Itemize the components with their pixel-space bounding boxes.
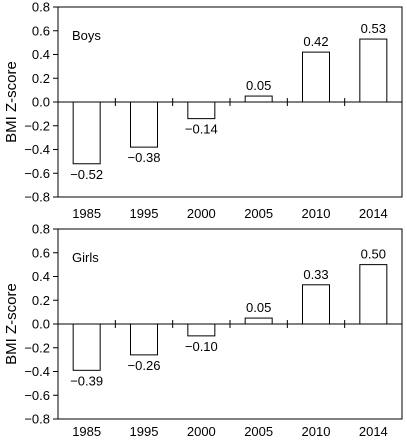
bar-1995 bbox=[130, 101, 158, 148]
y-axis-label: BMI Z-score bbox=[3, 61, 20, 143]
y-tick-label: 0.0 bbox=[32, 95, 50, 110]
y-tick-label: −0.4 bbox=[24, 142, 50, 157]
bar-1985 bbox=[72, 101, 101, 165]
x-tick-label: 2014 bbox=[359, 424, 388, 439]
x-tick-label: 2014 bbox=[359, 206, 388, 221]
bar-2014 bbox=[359, 264, 388, 325]
x-tick-label: 1985 bbox=[72, 206, 101, 221]
y-tick-label: 0.2 bbox=[32, 293, 50, 308]
bar-2010 bbox=[302, 51, 330, 103]
y-tick-label: −0.2 bbox=[24, 118, 50, 133]
y-tick-label: 0.8 bbox=[32, 0, 50, 15]
y-tick-label: 0.2 bbox=[32, 71, 50, 86]
bar-1995 bbox=[130, 323, 158, 356]
y-tick-label: 0.8 bbox=[32, 222, 50, 237]
x-tick-label: 2005 bbox=[244, 206, 273, 221]
x-tick-label: 2010 bbox=[302, 424, 331, 439]
data-label: 0.53 bbox=[361, 21, 386, 36]
data-label: −0.14 bbox=[185, 122, 218, 137]
y-tick-label: −0.8 bbox=[24, 190, 50, 205]
y-tick-label: 0.6 bbox=[32, 245, 50, 260]
y-tick-label: 0.4 bbox=[32, 269, 50, 284]
x-tick-label: 2005 bbox=[244, 424, 273, 439]
y-tick-label: 0.4 bbox=[32, 47, 50, 62]
y-tick-label: −0.6 bbox=[24, 166, 50, 181]
panel-title: Boys bbox=[72, 28, 101, 43]
data-label: 0.42 bbox=[303, 34, 328, 49]
bar-2005 bbox=[244, 95, 273, 103]
y-axis-label: BMI Z-score bbox=[3, 283, 20, 365]
data-label: 0.33 bbox=[303, 267, 328, 282]
bar-2014 bbox=[359, 38, 388, 103]
x-tick-label: 2010 bbox=[302, 206, 331, 221]
x-tick-label: 1995 bbox=[130, 424, 159, 439]
bar-2000 bbox=[187, 101, 216, 120]
data-label: 0.50 bbox=[361, 247, 386, 262]
data-label: −0.10 bbox=[185, 339, 218, 354]
data-label: 0.05 bbox=[246, 78, 271, 93]
y-tick-label: −0.2 bbox=[24, 340, 50, 355]
x-tick-label: 1995 bbox=[130, 206, 159, 221]
bar-2000 bbox=[187, 323, 216, 337]
data-label: −0.39 bbox=[70, 373, 103, 388]
data-label: −0.52 bbox=[70, 167, 103, 182]
y-tick-label: −0.4 bbox=[24, 364, 50, 379]
y-tick-label: 0.0 bbox=[32, 317, 50, 332]
x-tick-label: 1985 bbox=[72, 424, 101, 439]
panel-title: Girls bbox=[72, 250, 99, 265]
bar-2010 bbox=[302, 284, 330, 325]
chart-panel-girls: 0.8 0.6 0.4 0.2 0.0 −0.2 −0.4 −0.6 −0.8 −0.39 1985… bbox=[3, 222, 403, 439]
y-tick-label: −0.8 bbox=[24, 412, 50, 427]
x-tick-label: 2000 bbox=[187, 424, 216, 439]
bar-1985 bbox=[72, 323, 101, 371]
bar-2005 bbox=[244, 317, 273, 325]
y-tick-label: −0.6 bbox=[24, 388, 50, 403]
chart-panel-boys: 0.8 0.6 0.4 0.2 0.0 −0.2 −0.4 −0.6 −0.8 −0.52 1985… bbox=[3, 0, 403, 221]
data-label: −0.38 bbox=[128, 150, 161, 165]
x-tick-label: 2000 bbox=[187, 206, 216, 221]
y-tick-label: 0.6 bbox=[32, 23, 50, 38]
data-label: −0.26 bbox=[128, 358, 161, 373]
data-label: 0.05 bbox=[246, 300, 271, 315]
